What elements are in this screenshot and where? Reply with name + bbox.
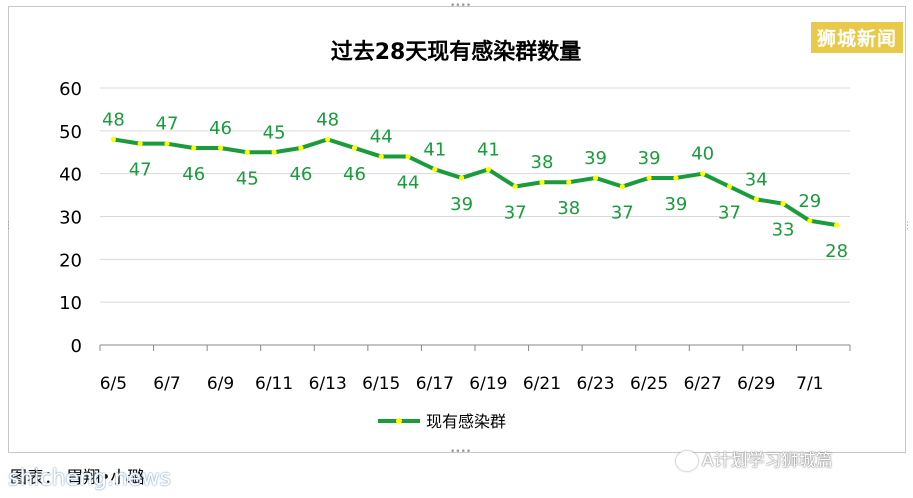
series-line bbox=[113, 137, 837, 228]
data-label: 45 bbox=[263, 122, 286, 143]
data-label: 37 bbox=[718, 203, 741, 224]
data-label: 47 bbox=[156, 114, 179, 135]
data-point bbox=[137, 141, 143, 147]
y-tick-label: 30 bbox=[59, 208, 82, 229]
data-point bbox=[432, 166, 438, 172]
data-point bbox=[378, 153, 384, 160]
data-point bbox=[619, 183, 625, 190]
y-tick-label: 0 bbox=[71, 336, 82, 357]
x-tick-label: 6/17 bbox=[416, 374, 454, 394]
data-point bbox=[512, 183, 518, 190]
legend-marker bbox=[396, 418, 402, 424]
data-label: 41 bbox=[423, 139, 446, 160]
y-tick-label: 20 bbox=[59, 250, 82, 271]
x-tick-label: 6/9 bbox=[207, 374, 234, 394]
x-tick-label: 6/25 bbox=[630, 374, 668, 394]
data-point bbox=[244, 149, 250, 155]
x-tick-label: 6/11 bbox=[255, 374, 293, 394]
data-point bbox=[753, 196, 759, 202]
data-point bbox=[217, 145, 224, 151]
data-label: 48 bbox=[102, 109, 125, 130]
data-label: 38 bbox=[557, 198, 580, 219]
data-point bbox=[110, 136, 116, 142]
x-tick-label: 6/23 bbox=[576, 374, 614, 394]
legend-label: 现有感染群 bbox=[426, 412, 506, 431]
data-label: 29 bbox=[798, 191, 821, 212]
data-label: 37 bbox=[611, 203, 634, 224]
y-tick-label: 40 bbox=[59, 165, 82, 186]
chart-title: 过去28天现有感染群数量 bbox=[331, 39, 582, 65]
x-tick-label: 7/1 bbox=[796, 374, 823, 394]
data-label: 44 bbox=[370, 127, 393, 148]
y-tick-label: 10 bbox=[59, 293, 82, 314]
data-point bbox=[271, 149, 277, 155]
wechat-icon bbox=[676, 451, 698, 471]
data-label: 46 bbox=[209, 118, 232, 139]
data-label: 44 bbox=[397, 173, 420, 194]
resize-handle-bottom[interactable]: •••• bbox=[450, 447, 472, 457]
data-point bbox=[459, 175, 465, 181]
data-label: 38 bbox=[531, 152, 554, 173]
data-label: 47 bbox=[129, 160, 152, 181]
data-label: 33 bbox=[772, 220, 795, 241]
x-tick-label: 6/13 bbox=[309, 374, 347, 394]
resize-handle-top[interactable]: •••• bbox=[450, 1, 472, 11]
resize-handle-right[interactable]: ⋮ bbox=[903, 221, 912, 231]
x-tick-label: 6/19 bbox=[469, 374, 507, 394]
data-point bbox=[673, 175, 679, 181]
data-label: 46 bbox=[343, 164, 366, 185]
data-point bbox=[539, 179, 545, 185]
data-label: 28 bbox=[825, 241, 848, 262]
data-label: 45 bbox=[236, 168, 259, 189]
data-point bbox=[325, 136, 331, 142]
data-point bbox=[485, 166, 491, 172]
data-point bbox=[164, 141, 170, 147]
data-label: 46 bbox=[182, 164, 205, 185]
data-point bbox=[298, 145, 304, 151]
data-point bbox=[834, 222, 840, 228]
data-point bbox=[566, 179, 572, 185]
data-point bbox=[807, 218, 813, 224]
watermark-right-text: A计划学习狮城篇 bbox=[702, 451, 833, 471]
x-tick-label: 6/27 bbox=[684, 374, 722, 394]
data-label: 46 bbox=[289, 164, 312, 185]
brand-logo: 狮城新闻 bbox=[810, 22, 903, 53]
x-tick-label: 6/5 bbox=[100, 374, 127, 394]
chart-credit: 图表： 胃翔•小璐 bbox=[10, 468, 145, 488]
data-label: 41 bbox=[477, 139, 500, 160]
data-label: 39 bbox=[638, 148, 661, 169]
resize-handle-left[interactable]: ⋮ bbox=[4, 221, 13, 231]
data-point bbox=[726, 183, 733, 190]
x-tick-label: 6/15 bbox=[362, 374, 400, 394]
data-label: 48 bbox=[316, 109, 339, 130]
watermark-right: A计划学习狮城篇 bbox=[676, 446, 833, 471]
watermark-left: shicheng.news bbox=[8, 466, 171, 491]
data-point bbox=[780, 201, 786, 207]
data-point bbox=[191, 145, 197, 151]
legend: 现有感染群 bbox=[378, 412, 506, 431]
x-tick-label: 6/7 bbox=[153, 374, 180, 394]
data-label: 40 bbox=[691, 144, 714, 165]
data-label: 39 bbox=[584, 148, 607, 169]
data-point bbox=[646, 175, 652, 181]
data-label: 37 bbox=[504, 203, 527, 224]
data-point bbox=[405, 153, 411, 160]
y-tick-label: 50 bbox=[59, 122, 82, 143]
data-point bbox=[592, 175, 599, 181]
data-label: 34 bbox=[745, 169, 768, 190]
chart-frame bbox=[8, 6, 906, 453]
data-point bbox=[351, 145, 358, 151]
data-point bbox=[700, 171, 706, 177]
data-label: 39 bbox=[450, 194, 473, 215]
data-label: 39 bbox=[664, 194, 687, 215]
y-tick-label: 60 bbox=[59, 79, 82, 100]
x-tick-label: 6/29 bbox=[737, 374, 775, 394]
x-tick-label: 6/21 bbox=[523, 374, 561, 394]
